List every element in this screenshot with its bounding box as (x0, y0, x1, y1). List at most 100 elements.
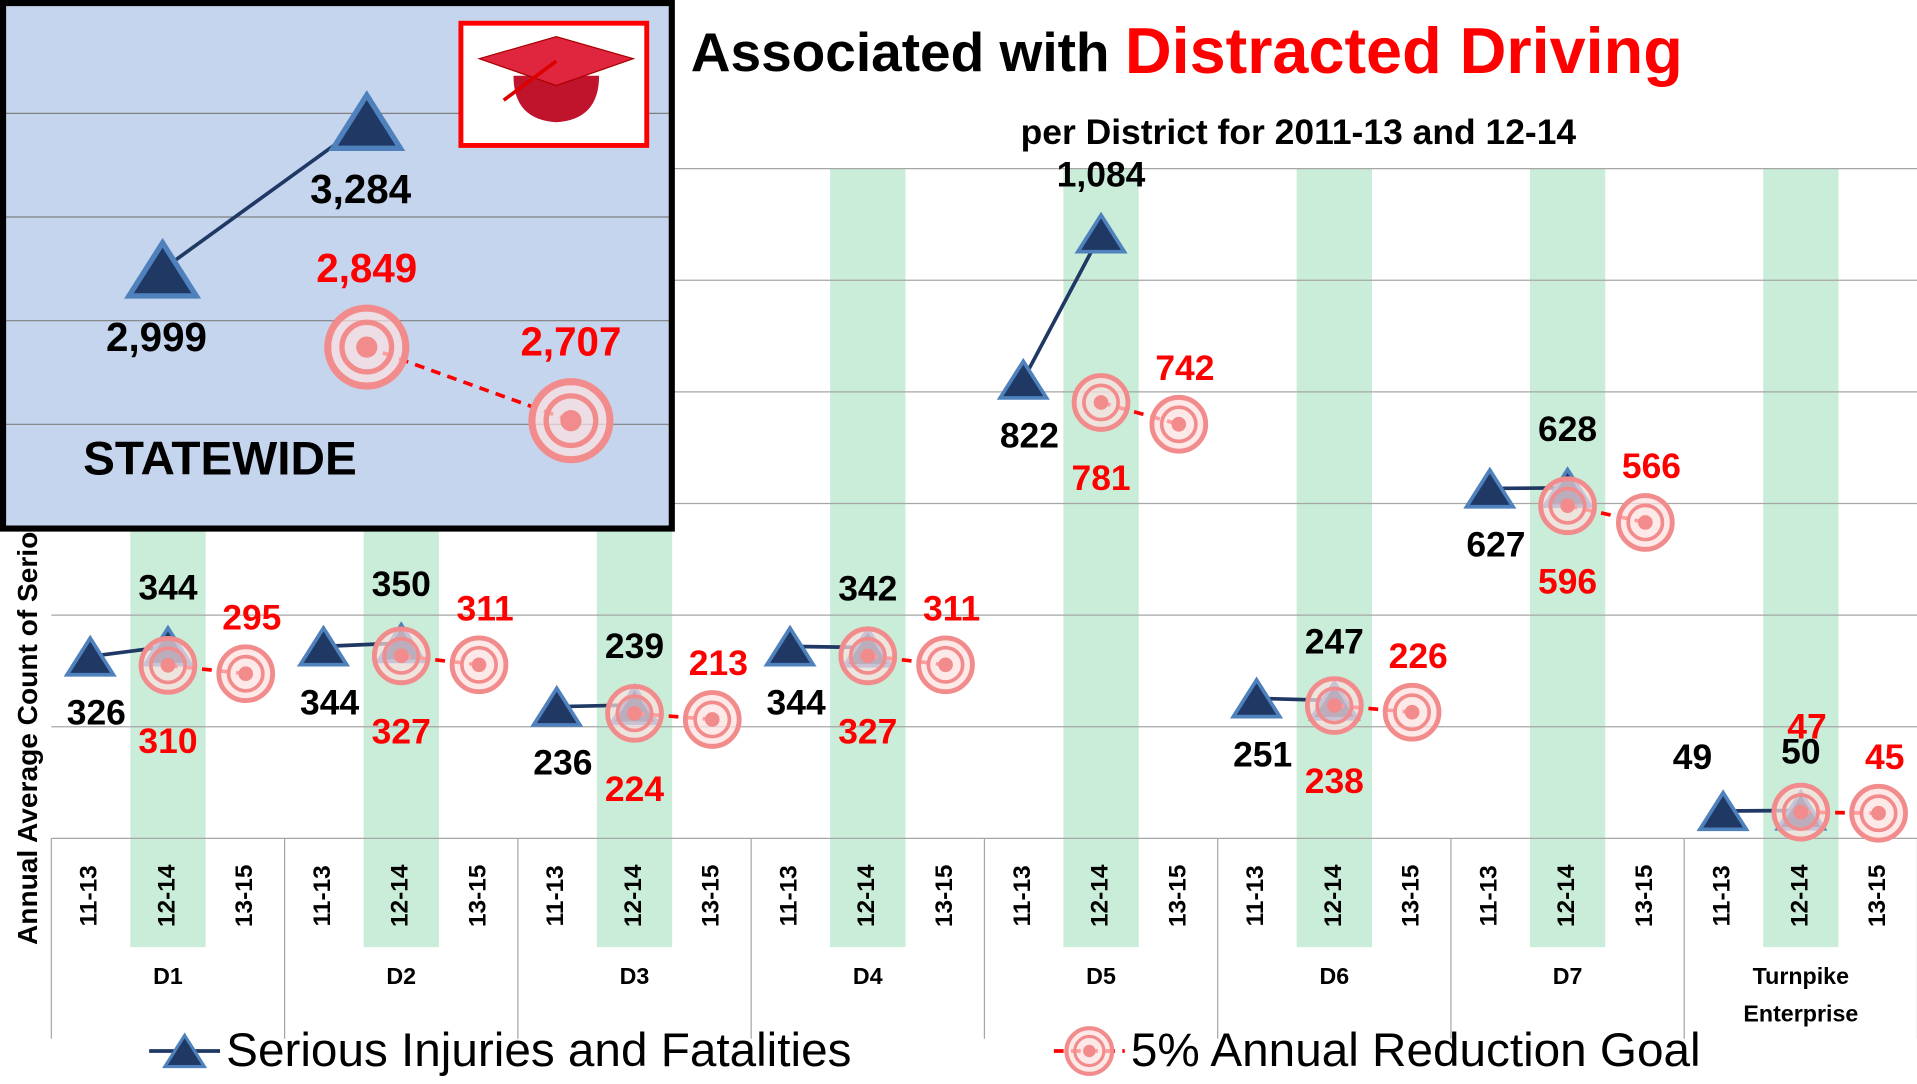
x-tick-label: 11-13 (775, 865, 802, 926)
target-marker (685, 693, 739, 747)
x-tick-label: 12-14 (1786, 864, 1813, 927)
value-label: 1,084 (1057, 155, 1146, 195)
x-tick-label: 12-14 (153, 864, 180, 927)
value-label: 224 (605, 769, 664, 809)
value-label: 213 (689, 643, 748, 683)
value-label: 344 (767, 682, 826, 722)
target-center (161, 658, 176, 673)
highlight-band (1297, 169, 1372, 947)
group-label: D7 (1463, 958, 1672, 996)
value-label: 627 (1466, 524, 1525, 564)
x-tick-label: 11-13 (309, 865, 336, 926)
value-label: 310 (138, 721, 197, 761)
group-label: Turnpike Enterprise (1696, 958, 1905, 1034)
value-label: 226 (1389, 636, 1448, 676)
target-marker (452, 638, 506, 692)
target-marker (1618, 496, 1672, 550)
x-tick-label: 12-14 (1553, 864, 1580, 927)
target-center (1083, 1045, 1095, 1057)
value-label: 2,999 (106, 314, 207, 360)
x-tick-label: 13-15 (698, 865, 725, 928)
value-label: 350 (372, 564, 431, 604)
target-center (705, 712, 720, 727)
target-marker (141, 638, 195, 692)
value-label: 311 (923, 588, 980, 628)
x-tick-label: 13-15 (931, 865, 958, 928)
target-marker (219, 647, 273, 701)
value-label: 247 (1305, 622, 1364, 662)
value-label: 742 (1155, 348, 1214, 388)
value-label: 47 (1787, 706, 1826, 746)
value-label: 2,707 (520, 319, 621, 365)
inset: STATEWIDE 2,999 3,284 2,849 2,707 (2, 3, 672, 529)
target-center (1094, 395, 1109, 410)
inset-title: STATEWIDE (83, 433, 357, 486)
title-part: Associated with (691, 21, 1110, 83)
value-label: 628 (1538, 409, 1597, 449)
grad-cap-icon (461, 23, 647, 145)
legend-label: 5% Annual Reduction Goal (1131, 1024, 1701, 1077)
highlight-band (830, 169, 905, 947)
x-tick-label: 11-13 (1242, 865, 1269, 926)
target-marker (919, 638, 973, 692)
group-label: D5 (997, 958, 1206, 996)
x-tick-label: 13-15 (1864, 865, 1891, 928)
target-marker (374, 629, 428, 683)
target-center (627, 706, 642, 721)
value-label: 45 (1865, 737, 1904, 777)
triangle-marker (67, 638, 113, 675)
group-label: D4 (763, 958, 972, 996)
triangle-marker (1000, 361, 1046, 398)
x-tick-label: 12-14 (387, 864, 414, 927)
target-center (394, 649, 409, 664)
target-center (1560, 498, 1575, 513)
value-label: 311 (457, 588, 514, 628)
value-label: 342 (838, 569, 897, 609)
x-tick-label: 11-13 (1475, 865, 1502, 926)
target-marker (1774, 785, 1828, 839)
group-label: D1 (64, 958, 273, 996)
target-center (1327, 698, 1342, 713)
group-label: D2 (297, 958, 506, 996)
target-center (238, 666, 253, 681)
target-marker (328, 308, 406, 386)
chart: 11-13 12-14 13-15 11-13 12-14 13-15 11-13 12-14… (0, 0, 1917, 1084)
target-marker (532, 382, 610, 460)
value-label: 295 (222, 597, 281, 637)
target-center (560, 410, 581, 431)
value-label: 596 (1538, 561, 1597, 601)
x-tick-label: 11-13 (76, 865, 103, 926)
x-tick-label: 13-15 (464, 865, 491, 928)
x-tick-label: 11-13 (1709, 865, 1736, 926)
value-label: 566 (1622, 446, 1681, 486)
value-label: 344 (138, 568, 197, 608)
target-marker (608, 686, 662, 740)
value-label: 238 (1305, 761, 1364, 801)
highlight-band (1530, 169, 1605, 947)
x-tick-label: 13-15 (1631, 865, 1658, 928)
value-label: 2,849 (316, 245, 417, 291)
x-tick-label: 12-14 (620, 864, 647, 927)
x-tick-label: 13-15 (1164, 865, 1191, 928)
x-tick-label: 13-15 (1398, 865, 1425, 928)
x-tick-label: 12-14 (1087, 864, 1114, 927)
value-label: 327 (372, 711, 431, 751)
target-marker (1541, 479, 1595, 533)
target-marker (1074, 376, 1128, 430)
value-label: 3,284 (310, 166, 412, 212)
value-label: 822 (1000, 416, 1059, 456)
value-label: 251 (1233, 734, 1292, 774)
value-label: 344 (300, 682, 359, 722)
x-tick-label: 12-14 (853, 864, 880, 927)
value-label: 49 (1673, 737, 1712, 777)
value-label: 781 (1071, 458, 1130, 498)
target-center (1405, 705, 1420, 720)
group-label-box: Turnpike Enterprise (1696, 958, 1905, 1044)
group-label: D6 (1230, 958, 1439, 996)
x-tick-label: 13-15 (231, 865, 258, 928)
target-center (356, 336, 377, 357)
target-center (938, 657, 953, 672)
legend-label: Serious Injuries and Fatalities (226, 1024, 851, 1077)
target-center (860, 649, 875, 664)
target-center (1871, 806, 1886, 821)
